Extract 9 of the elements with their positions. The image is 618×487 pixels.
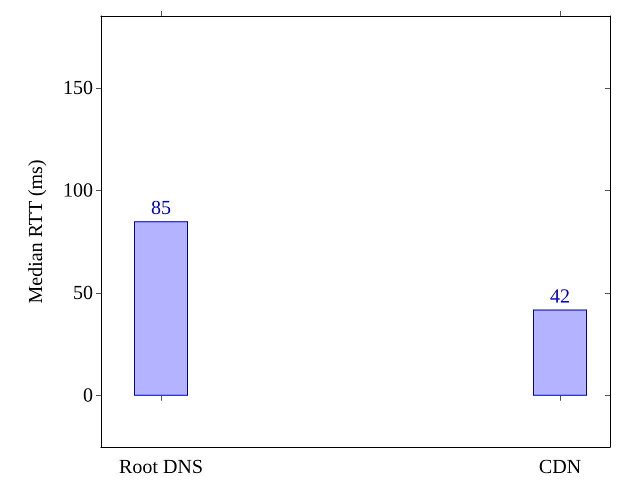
data-label: 42 bbox=[550, 285, 570, 308]
data-label: 85 bbox=[151, 197, 171, 220]
y-axis-title: Median RTT (ms) bbox=[25, 160, 47, 304]
y-tick-label: 50 bbox=[73, 282, 93, 304]
y-tick-label: 100 bbox=[63, 179, 93, 202]
x-tick-label: CDN bbox=[538, 456, 582, 478]
x-tick-label: Root DNS bbox=[119, 456, 203, 478]
y-tick-label: 150 bbox=[63, 76, 93, 99]
y-tick-label: 0 bbox=[83, 384, 93, 407]
